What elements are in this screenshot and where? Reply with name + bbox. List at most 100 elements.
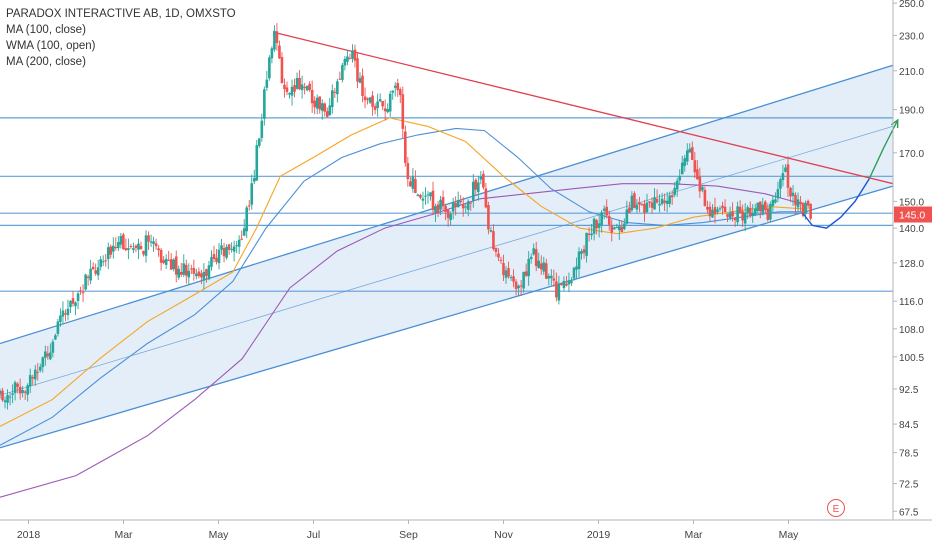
candle-body[interactable] bbox=[174, 256, 178, 275]
channel-lower-line[interactable] bbox=[0, 185, 893, 449]
candle-body[interactable] bbox=[786, 164, 790, 188]
candle-body[interactable] bbox=[86, 276, 90, 278]
candle-body[interactable] bbox=[164, 258, 168, 265]
candle-body[interactable] bbox=[1, 390, 4, 401]
candle-body[interactable] bbox=[207, 265, 211, 280]
candle-body[interactable] bbox=[552, 278, 556, 281]
candle-body[interactable] bbox=[132, 248, 135, 251]
candle-body[interactable] bbox=[748, 207, 752, 217]
candle-body[interactable] bbox=[444, 206, 447, 212]
candle-body[interactable] bbox=[104, 260, 108, 262]
candle-body[interactable] bbox=[791, 192, 795, 197]
candle-body[interactable] bbox=[469, 202, 473, 204]
candle-body[interactable] bbox=[683, 158, 687, 166]
candle-body[interactable] bbox=[333, 91, 337, 93]
candle-body[interactable] bbox=[688, 148, 692, 153]
candle-body[interactable] bbox=[799, 201, 802, 205]
candle-body[interactable] bbox=[3, 400, 7, 403]
candle-body[interactable] bbox=[620, 226, 624, 233]
candle-body[interactable] bbox=[517, 285, 520, 289]
candle-body[interactable] bbox=[577, 251, 581, 270]
candle-body[interactable] bbox=[426, 194, 430, 196]
candle-body[interactable] bbox=[6, 395, 9, 403]
candle-body[interactable] bbox=[580, 251, 583, 254]
candle-body[interactable] bbox=[691, 147, 694, 161]
candle-body[interactable] bbox=[310, 89, 314, 104]
candle-body[interactable] bbox=[232, 246, 236, 252]
candle-body[interactable] bbox=[137, 243, 140, 250]
candle-body[interactable] bbox=[776, 189, 780, 199]
candle-body[interactable] bbox=[270, 48, 274, 59]
candle-body[interactable] bbox=[492, 231, 495, 250]
candle-body[interactable] bbox=[89, 268, 92, 281]
candle-body[interactable] bbox=[555, 281, 558, 298]
candle-body[interactable] bbox=[202, 271, 206, 281]
candle-body[interactable] bbox=[743, 212, 747, 224]
candle-body[interactable] bbox=[298, 77, 301, 90]
candle-body[interactable] bbox=[419, 195, 422, 198]
candle-body[interactable] bbox=[572, 267, 576, 279]
candle-body[interactable] bbox=[670, 195, 674, 198]
wma100-line[interactable] bbox=[0, 127, 808, 446]
candle-body[interactable] bbox=[99, 259, 102, 267]
candle-body[interactable] bbox=[781, 173, 785, 181]
candle-body[interactable] bbox=[149, 241, 153, 243]
candle-body[interactable] bbox=[363, 96, 367, 101]
candle-body[interactable] bbox=[597, 223, 601, 228]
candle-body[interactable] bbox=[615, 227, 619, 229]
candle-body[interactable] bbox=[451, 202, 455, 212]
candle-body[interactable] bbox=[51, 341, 55, 353]
candle-body[interactable] bbox=[663, 200, 666, 203]
candle-body[interactable] bbox=[429, 192, 432, 197]
candle-body[interactable] bbox=[421, 198, 425, 201]
candle-body[interactable] bbox=[605, 206, 609, 216]
candle-body[interactable] bbox=[134, 245, 138, 248]
candle-body[interactable] bbox=[665, 200, 669, 204]
candle-body[interactable] bbox=[567, 280, 571, 285]
candle-body[interactable] bbox=[381, 100, 384, 107]
candle-body[interactable] bbox=[494, 247, 498, 252]
candle-body[interactable] bbox=[61, 310, 65, 317]
candle-body[interactable] bbox=[308, 83, 311, 90]
candle-body[interactable] bbox=[396, 82, 400, 91]
candle-body[interactable] bbox=[464, 206, 468, 208]
candle-body[interactable] bbox=[225, 246, 228, 258]
candle-body[interactable] bbox=[220, 245, 223, 250]
candle-body[interactable] bbox=[255, 145, 259, 181]
candle-body[interactable] bbox=[680, 162, 684, 175]
candle-body[interactable] bbox=[119, 236, 123, 245]
candle-body[interactable] bbox=[461, 204, 465, 209]
candle-body[interactable] bbox=[741, 211, 744, 221]
candle-body[interactable] bbox=[328, 105, 332, 116]
candle-body[interactable] bbox=[436, 204, 440, 213]
candle-body[interactable] bbox=[474, 179, 478, 190]
candle-body[interactable] bbox=[746, 207, 749, 213]
candle-body[interactable] bbox=[268, 57, 271, 79]
candle-body[interactable] bbox=[71, 298, 75, 304]
candle-body[interactable] bbox=[38, 366, 42, 371]
candle-body[interactable] bbox=[610, 225, 614, 233]
candle-body[interactable] bbox=[263, 89, 266, 119]
candle-body[interactable] bbox=[94, 270, 97, 274]
candle-body[interactable] bbox=[738, 206, 742, 213]
candle-body[interactable] bbox=[323, 103, 327, 112]
candle-body[interactable] bbox=[595, 220, 598, 229]
candle-body[interactable] bbox=[522, 271, 525, 289]
candle-body[interactable] bbox=[713, 207, 717, 214]
candle-body[interactable] bbox=[660, 198, 664, 205]
candle-body[interactable] bbox=[179, 271, 183, 275]
candle-body[interactable] bbox=[534, 249, 538, 267]
candle-body[interactable] bbox=[212, 254, 216, 259]
candle-body[interactable] bbox=[434, 206, 437, 213]
candle-body[interactable] bbox=[600, 212, 603, 225]
candle-body[interactable] bbox=[774, 199, 777, 203]
candle-body[interactable] bbox=[157, 248, 160, 251]
candle-body[interactable] bbox=[172, 259, 176, 270]
candle-body[interactable] bbox=[368, 97, 372, 103]
candle-body[interactable] bbox=[348, 58, 352, 60]
candle-body[interactable] bbox=[117, 242, 120, 249]
candle-body[interactable] bbox=[59, 315, 62, 323]
candle-body[interactable] bbox=[84, 274, 87, 290]
